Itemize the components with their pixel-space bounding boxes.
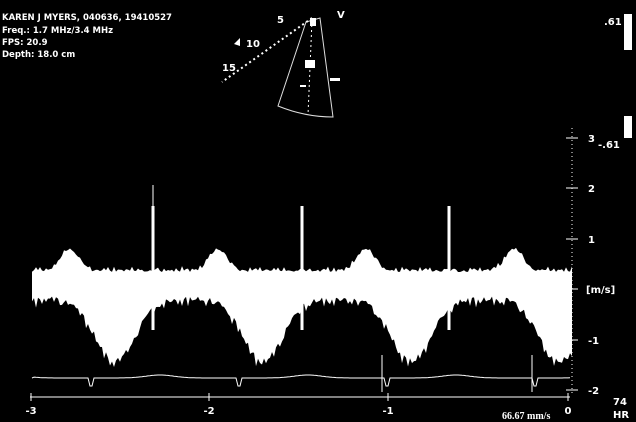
depth-label: 15 xyxy=(222,63,236,74)
heart-rate-label: HR xyxy=(613,410,629,421)
scale-bar xyxy=(624,14,632,50)
velocity-unit: [m/s] xyxy=(586,285,615,296)
sweep-speed: 66.67 mm/s xyxy=(502,411,550,422)
time-tick-label: -3 xyxy=(25,406,36,417)
time-tick-label: -1 xyxy=(382,406,393,417)
frequency: Freq.: 1.7 MHz/3.4 MHz xyxy=(2,26,113,36)
depth-label: 10 xyxy=(246,39,260,50)
scale-value: -.61 xyxy=(598,140,620,151)
scale-top: .61 xyxy=(604,17,622,28)
fps: FPS: 20.9 xyxy=(2,38,48,48)
time-tick-label: 0 xyxy=(565,406,572,417)
focus-marker xyxy=(234,38,240,46)
depth-label: 5 xyxy=(277,15,284,26)
scale-bar xyxy=(624,116,632,138)
patient-info: KAREN J MYERS, 040636, 19410527 xyxy=(2,13,172,23)
sector-outline xyxy=(277,17,334,118)
sector-echo xyxy=(300,18,340,87)
velocity-tick-label: 1 xyxy=(588,235,595,246)
velocity-tick-label: 3 xyxy=(588,134,595,145)
velocity-tick-label: -2 xyxy=(588,386,599,397)
velocity-tick-label: -1 xyxy=(588,336,599,347)
ecg-trace xyxy=(31,374,571,387)
time-tick-label: -2 xyxy=(203,406,214,417)
velocity-tick-label: 2 xyxy=(588,184,595,195)
mode-label: V xyxy=(337,10,345,21)
depth: Depth: 18.0 cm xyxy=(2,50,75,60)
heart-rate: 74 xyxy=(613,397,627,408)
depth-scale xyxy=(221,17,313,83)
doppler-spectrum xyxy=(32,247,572,368)
sector-line xyxy=(307,19,313,116)
